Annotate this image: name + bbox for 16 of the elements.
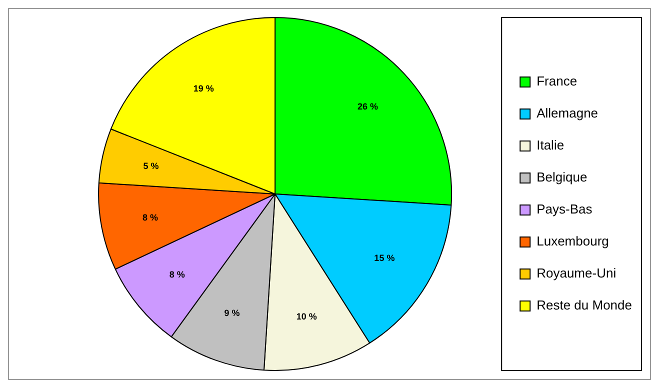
legend-label: Allemagne: [536, 106, 598, 121]
legend-label: Belgique: [536, 170, 588, 185]
legend-label: France: [536, 74, 578, 89]
data-label: 15 %: [374, 253, 395, 264]
legend-label: Reste du Monde: [536, 298, 632, 313]
legend-label: Italie: [536, 138, 564, 153]
data-label: 19 %: [193, 83, 214, 94]
data-label: 8 %: [142, 212, 158, 222]
data-label: 26 %: [357, 101, 378, 112]
legend-label: Royaume-Uni: [536, 266, 616, 281]
data-label: 9 %: [224, 308, 240, 318]
data-label: 5 %: [143, 160, 159, 171]
data-label: 8 %: [169, 269, 185, 280]
legend-label: Pays-Bas: [536, 202, 593, 217]
data-label: 10 %: [296, 312, 317, 322]
legend-label: Luxembourg: [536, 234, 609, 249]
